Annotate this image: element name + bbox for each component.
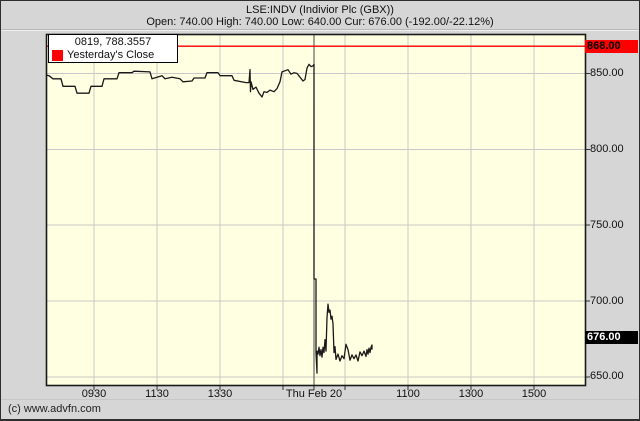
header-divider: [1, 29, 639, 30]
y-tick-label: 800.00: [590, 142, 624, 155]
y-tick-label: 850.00: [590, 66, 624, 79]
y-tick-label: 700.00: [590, 294, 624, 307]
chart-title: LSE:INDV (Indivior Plc (GBX)): [246, 4, 394, 16]
x-tick-label: 0930: [81, 388, 107, 400]
y-tick-label: 750.00: [590, 218, 624, 231]
plot-border: [45, 33, 587, 387]
header-divider-highlight: [1, 30, 639, 31]
x-tick-label: 1500: [521, 388, 547, 400]
x-tick-label: 1100: [396, 388, 420, 400]
x-tick-label: 1300: [458, 388, 484, 400]
legend-box: 0819, 788.3557 Yesterday's Close: [48, 34, 178, 63]
y-tick-label: 650.00: [590, 370, 624, 383]
yesterdays-close-badge: 868.00: [585, 39, 638, 53]
chart-quote-stats: Open: 740.00 High: 740.00 Low: 640.00 Cu…: [146, 16, 494, 28]
footer-divider: [1, 399, 639, 400]
crosshair-readout: 0819, 788.3557: [74, 36, 152, 48]
current-price-badge: 676.00: [585, 330, 638, 344]
x-tick-label: 1130: [145, 388, 169, 400]
x-tick-label: 1330: [207, 388, 233, 400]
copyright-watermark: (c) www.advfn.com: [8, 403, 101, 415]
yesterdays-close-label: Yesterday's Close: [67, 49, 155, 61]
yesterdays-close-swatch: [52, 50, 63, 61]
x-tick-label: Thu Feb 20: [285, 388, 343, 400]
price-line: [45, 63, 373, 374]
